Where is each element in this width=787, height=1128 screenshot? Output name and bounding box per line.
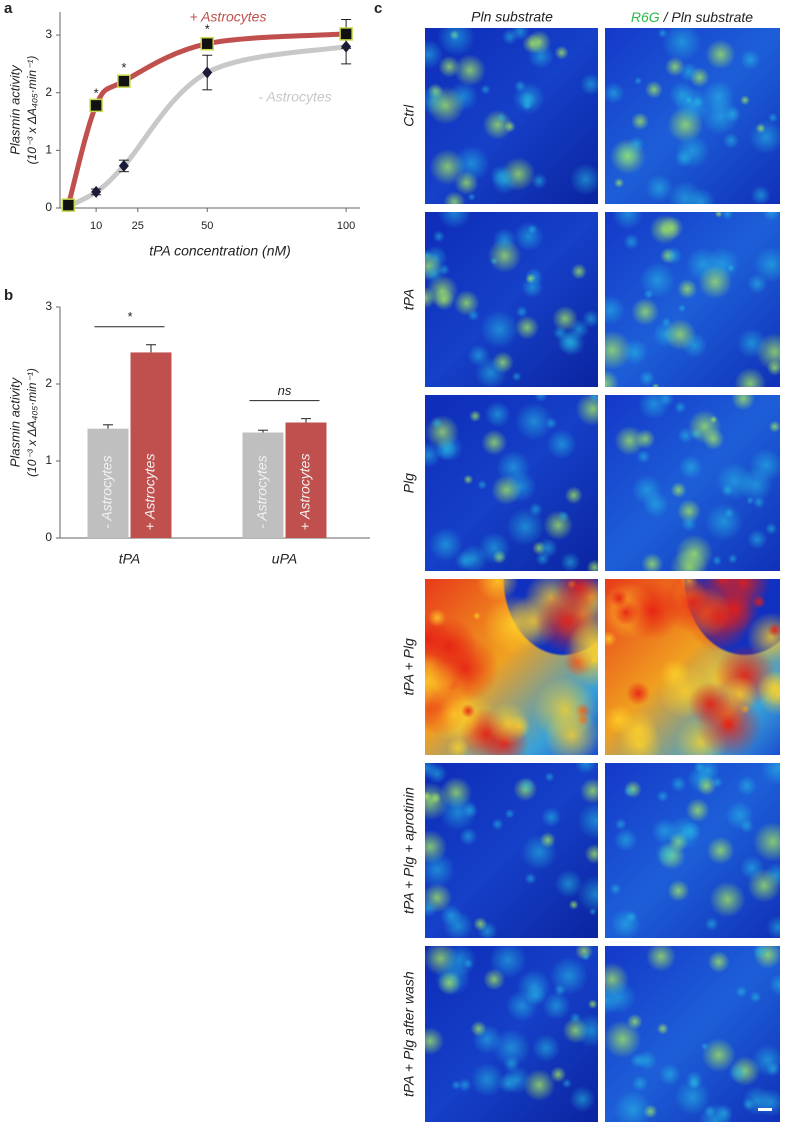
significance-label: *	[94, 85, 99, 100]
y-axis-label: (10⁻³ x ΔA₄₀₅·min⁻¹)	[25, 368, 39, 477]
marker	[117, 74, 131, 88]
y-tick-label: 1	[45, 143, 52, 157]
micrograph	[605, 946, 780, 1122]
column-header: R6G / Pln substrate	[631, 9, 753, 25]
micrograph	[425, 762, 598, 939]
row-label: tPA + Plg + aprotinin	[401, 787, 417, 914]
micrograph	[425, 946, 598, 1122]
comparison-label: *	[127, 309, 133, 324]
row-label: tPA	[401, 289, 417, 311]
x-tick-label: tPA	[119, 551, 141, 567]
marker	[339, 27, 353, 41]
bar	[87, 428, 129, 538]
micrograph	[425, 395, 598, 571]
series-label: + Astrocytes	[142, 454, 158, 531]
micrograph	[605, 762, 780, 939]
y-tick-label: 3	[45, 27, 52, 41]
panel-label: a	[4, 0, 13, 17]
x-tick-label: 100	[337, 220, 355, 232]
y-tick-label: 2	[45, 376, 52, 390]
x-tick-label: 25	[132, 220, 144, 232]
bar	[130, 352, 172, 538]
micrograph	[425, 211, 598, 388]
micrograph	[425, 579, 598, 755]
x-tick-label: 50	[201, 220, 213, 232]
significance-label: *	[121, 60, 126, 75]
column-header-highlight: R6G	[631, 9, 660, 25]
y-axis-label: (10⁻³ x ΔA₄₀₅·min⁻¹)	[25, 56, 39, 165]
x-tick-label: uPA	[272, 551, 297, 567]
y-tick-label: 0	[45, 530, 52, 544]
micrograph	[605, 28, 780, 204]
comparison-label: ns	[278, 383, 292, 398]
micrograph	[605, 211, 780, 388]
series-label: + Astrocytes	[297, 454, 313, 531]
marker	[89, 98, 103, 113]
significance-label: *	[205, 21, 210, 36]
row-label: Ctrl	[401, 104, 417, 127]
x-axis-label: tPA concentration (nM)	[149, 243, 291, 259]
micrograph	[425, 28, 598, 204]
panel-label: c	[374, 0, 382, 17]
marker	[61, 198, 76, 212]
column-header-text: / Pln substrate	[663, 9, 754, 25]
row-label: tPA + Plg after wash	[401, 971, 417, 1097]
marker	[202, 66, 213, 79]
bar	[285, 422, 327, 538]
series-label: + Astrocytes	[190, 9, 267, 25]
micrograph	[605, 395, 780, 571]
series-label: - Astrocytes	[99, 455, 115, 528]
micrograph	[605, 579, 780, 755]
series-label: - Astrocytes	[254, 455, 270, 528]
column-header: Pln substrate	[471, 9, 553, 25]
row-label: Plg	[401, 473, 417, 493]
y-tick-label: 0	[45, 200, 52, 214]
y-tick-label: 1	[45, 453, 52, 467]
y-axis-label: Plasmin activity	[7, 64, 22, 155]
scale-bar	[758, 1108, 772, 1111]
bar	[242, 432, 284, 538]
panel-label: b	[4, 287, 13, 304]
row-label: tPA + Plg	[401, 638, 417, 695]
marker	[118, 159, 129, 172]
y-axis-label: Plasmin activity	[7, 376, 22, 467]
series-label: - Astrocytes	[258, 89, 331, 105]
marker	[200, 36, 214, 51]
y-tick-label: 2	[45, 85, 52, 99]
x-tick-label: 10	[90, 220, 102, 232]
marker	[91, 185, 102, 198]
y-tick-label: 3	[45, 299, 52, 313]
